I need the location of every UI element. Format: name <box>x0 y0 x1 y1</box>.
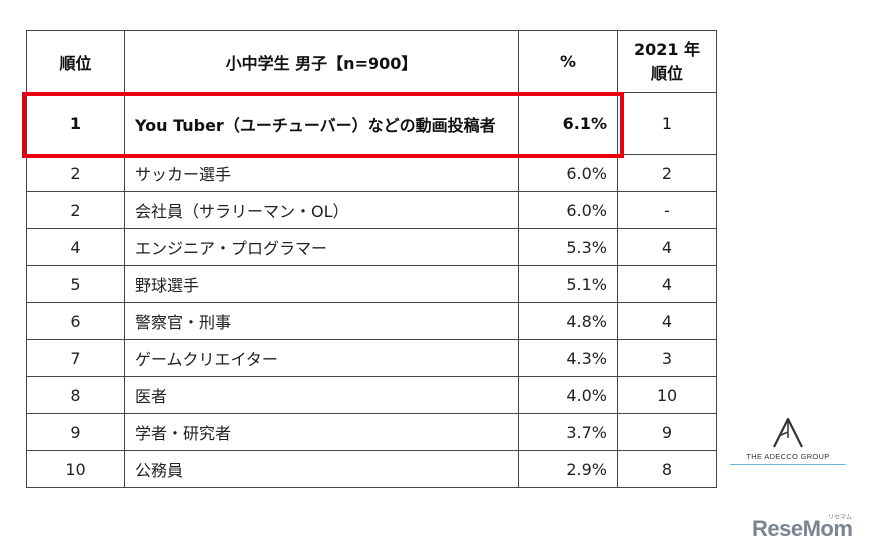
table-row: 9 学者・研究者 3.7% 9 <box>26 413 717 451</box>
rank-cell: 7 <box>26 339 125 377</box>
header-prev-line1: 2021 年 <box>633 39 701 59</box>
occupation-cell: 学者・研究者 <box>124 413 519 451</box>
occupation-cell: サッカー選手 <box>124 154 519 192</box>
prev-rank-cell: 4 <box>617 265 717 303</box>
table-row: 5 野球選手 5.1% 4 <box>26 265 717 303</box>
ranking-table: 順位 小中学生 男子【n=900】 % 2021 年順位 1 You Tuber（… <box>26 30 717 488</box>
table-row: 6 警察官・刑事 4.8% 4 <box>26 302 717 340</box>
rank-cell: 9 <box>26 413 125 451</box>
adecco-logo: THE ADECCO GROUP <box>730 418 846 465</box>
percent-cell: 5.1% <box>518 265 618 303</box>
prev-rank-cell: 4 <box>617 228 717 266</box>
header-rank: 順位 <box>26 30 125 93</box>
percent-cell: 4.8% <box>518 302 618 340</box>
adecco-text: THE ADECCO GROUP <box>730 452 846 465</box>
percent-cell: 5.3% <box>518 228 618 266</box>
table-row: 2 サッカー選手 6.0% 2 <box>26 154 717 192</box>
header-row: 順位 小中学生 男子【n=900】 % 2021 年順位 <box>26 30 717 93</box>
prev-rank-cell: 1 <box>617 92 717 155</box>
percent-cell: 6.1% <box>518 92 618 155</box>
prev-rank-cell: 10 <box>617 376 717 414</box>
percent-cell: 3.7% <box>518 413 618 451</box>
occupation-cell: 医者 <box>124 376 519 414</box>
prev-rank-cell: - <box>617 191 717 229</box>
rank-cell: 5 <box>26 265 125 303</box>
occupation-cell: 公務員 <box>124 450 519 488</box>
prev-rank-cell: 3 <box>617 339 717 377</box>
rank-cell: 2 <box>26 154 125 192</box>
occupation-cell: ゲームクリエイター <box>124 339 519 377</box>
prev-rank-cell: 8 <box>617 450 717 488</box>
percent-cell: 2.9% <box>518 450 618 488</box>
percent-cell: 6.0% <box>518 154 618 192</box>
occupation-cell: エンジニア・プログラマー <box>124 228 519 266</box>
rank-cell: 4 <box>26 228 125 266</box>
header-percent: % <box>518 30 618 93</box>
header-occupation: 小中学生 男子【n=900】 <box>124 30 519 93</box>
prev-rank-cell: 2 <box>617 154 717 192</box>
table-row: 10 公務員 2.9% 8 <box>26 450 717 488</box>
resemom-kana: リセマム <box>828 514 853 521</box>
table-row: 2 会社員（サラリーマン・OL） 6.0% - <box>26 191 717 229</box>
percent-cell: 4.3% <box>518 339 618 377</box>
highlight-box <box>22 92 624 158</box>
rank-cell: 6 <box>26 302 125 340</box>
rank-cell: 8 <box>26 376 125 414</box>
resemom-logo: ReseMom <box>752 516 853 541</box>
rank-cell: 2 <box>26 191 125 229</box>
prev-rank-cell: 9 <box>617 413 717 451</box>
prev-rank-cell: 4 <box>617 302 717 340</box>
occupation-cell: 野球選手 <box>124 265 519 303</box>
rank-cell: 10 <box>26 450 125 488</box>
adecco-a-icon <box>773 418 803 448</box>
table-row: 7 ゲームクリエイター 4.3% 3 <box>26 339 717 377</box>
percent-cell: 4.0% <box>518 376 618 414</box>
table-row: 4 エンジニア・プログラマー 5.3% 4 <box>26 228 717 266</box>
header-prev-rank: 2021 年順位 <box>617 30 717 93</box>
header-prev-line2: 順位 <box>650 63 683 83</box>
occupation-cell: 警察官・刑事 <box>124 302 519 340</box>
table-row: 8 医者 4.0% 10 <box>26 376 717 414</box>
occupation-cell: 会社員（サラリーマン・OL） <box>124 191 519 229</box>
percent-cell: 6.0% <box>518 191 618 229</box>
